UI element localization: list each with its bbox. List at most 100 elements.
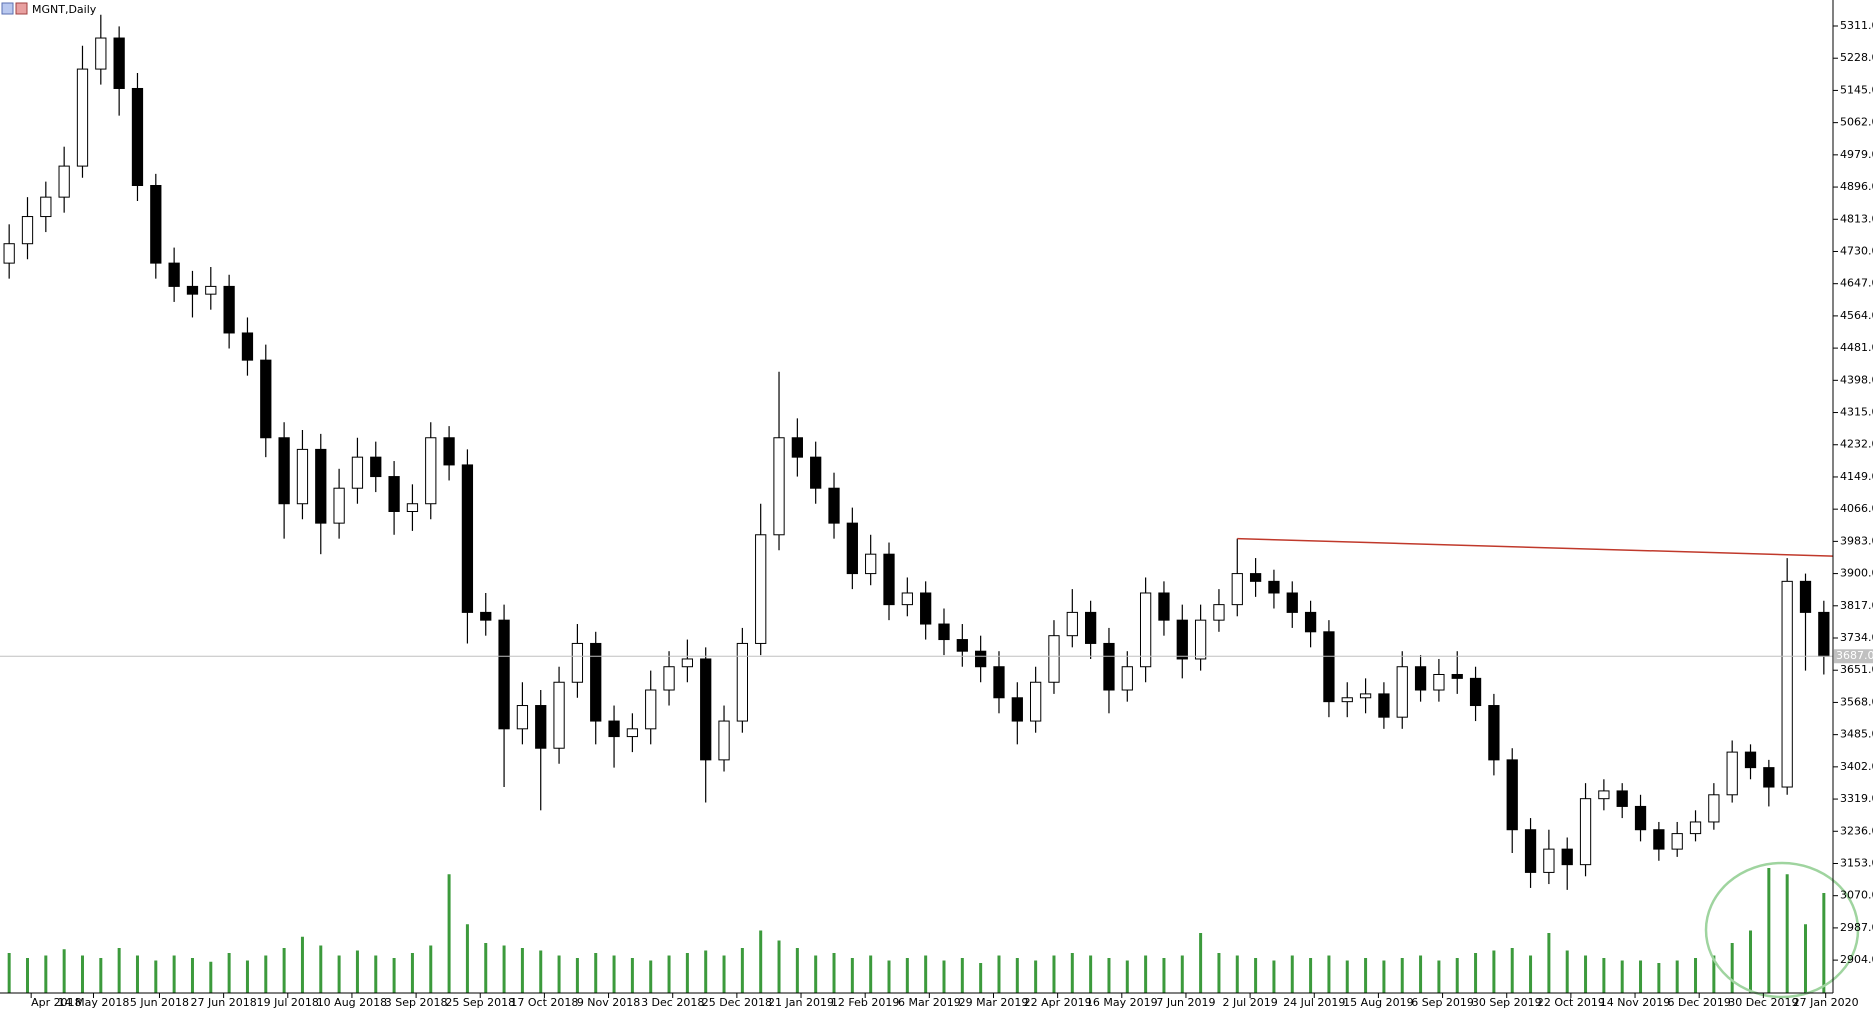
y-tick-label: 4149.0 bbox=[1840, 470, 1873, 483]
volume-bar bbox=[1565, 950, 1569, 993]
volume-bar bbox=[1235, 955, 1239, 993]
volume-bar bbox=[612, 955, 616, 993]
candle-body bbox=[1744, 751, 1757, 769]
candle-body bbox=[1030, 681, 1042, 722]
x-tick-label: 27 Jun 2018 bbox=[191, 996, 257, 1009]
y-tick-label: 3236.0 bbox=[1840, 824, 1873, 837]
volume-bar bbox=[924, 955, 928, 993]
volume-bar bbox=[960, 958, 964, 993]
candle-body bbox=[1634, 805, 1647, 831]
volume-bar bbox=[649, 960, 653, 993]
volume-bar bbox=[575, 958, 579, 993]
candle-body bbox=[1763, 767, 1775, 788]
y-tick-label: 4564.0 bbox=[1840, 309, 1873, 322]
candle-body bbox=[1653, 829, 1665, 850]
volume-bar bbox=[227, 953, 231, 993]
price-label: 3687.0 bbox=[1836, 649, 1873, 662]
y-tick-label: 5062.0 bbox=[1840, 116, 1873, 129]
volume-bar bbox=[704, 950, 708, 993]
candle-body bbox=[131, 87, 144, 187]
x-tick-label: 3 Dec 2018 bbox=[641, 996, 704, 1009]
x-tick-label: 14 Nov 2019 bbox=[1600, 996, 1670, 1009]
x-tick-label: 2 Jul 2019 bbox=[1222, 996, 1277, 1009]
volume-bar bbox=[1712, 955, 1716, 993]
volume-bar bbox=[979, 963, 983, 993]
candle-body bbox=[755, 534, 767, 644]
x-tick-label: Apr 2018 bbox=[31, 996, 82, 1009]
x-tick-label: 19 Jul 2018 bbox=[257, 996, 319, 1009]
volume-bar bbox=[1639, 960, 1643, 993]
candle-body bbox=[1359, 693, 1372, 699]
highlight-circle bbox=[1704, 861, 1860, 999]
candle-body bbox=[406, 503, 419, 512]
volume-bar bbox=[539, 950, 543, 993]
volume-bar bbox=[1694, 958, 1698, 993]
x-tick-label: 5 Jun 2018 bbox=[130, 996, 189, 1009]
x-tick-label: 3 Sep 2018 bbox=[385, 996, 448, 1009]
candle-body bbox=[1066, 611, 1078, 637]
candle-body bbox=[278, 437, 290, 505]
volume-bar bbox=[429, 945, 433, 993]
y-tick-label: 3734.0 bbox=[1840, 631, 1873, 644]
volume-bar bbox=[282, 948, 286, 993]
volume-bar bbox=[1492, 950, 1496, 993]
volume-bar bbox=[1107, 958, 1111, 993]
candle-body bbox=[296, 448, 309, 505]
candle-body bbox=[1396, 666, 1408, 718]
x-tick-label: 24 Jul 2019 bbox=[1283, 996, 1345, 1009]
candle-body bbox=[3, 243, 15, 264]
volume-bar bbox=[117, 948, 121, 993]
volume-bar bbox=[1455, 958, 1459, 993]
y-tick-label: 4813.0 bbox=[1840, 212, 1873, 225]
volume-bar bbox=[1364, 958, 1368, 993]
candle-body bbox=[1488, 705, 1500, 761]
candle-body bbox=[920, 592, 932, 625]
candle-body bbox=[846, 522, 858, 575]
candle-body bbox=[425, 437, 437, 505]
candle-body bbox=[1121, 666, 1133, 691]
y-tick-label: 3568.0 bbox=[1840, 695, 1873, 708]
volume-bar bbox=[1162, 958, 1166, 993]
volume-bar bbox=[300, 936, 304, 993]
candle-body bbox=[718, 720, 730, 761]
candle-body bbox=[975, 650, 987, 668]
y-tick-label: 3070.0 bbox=[1840, 889, 1873, 902]
x-tick-label: 15 Aug 2019 bbox=[1343, 996, 1413, 1009]
candle-body bbox=[168, 262, 180, 287]
volume-bar bbox=[99, 958, 103, 993]
candle-body bbox=[58, 165, 70, 198]
volume-bar bbox=[869, 955, 873, 993]
candle-body bbox=[113, 37, 125, 89]
volume-bar bbox=[630, 958, 634, 993]
volume-bar bbox=[832, 953, 836, 993]
icon bbox=[1, 2, 14, 15]
volume-bar bbox=[759, 930, 763, 993]
candle-body bbox=[1231, 573, 1243, 606]
candle-body bbox=[535, 705, 547, 749]
candle-body bbox=[608, 720, 620, 738]
volume-bar bbox=[942, 960, 946, 993]
candle-body bbox=[993, 666, 1005, 699]
candle-body bbox=[443, 437, 455, 466]
y-tick-label: 2904.0 bbox=[1840, 953, 1873, 966]
volume-bar bbox=[905, 958, 909, 993]
volume-bar bbox=[1382, 960, 1386, 993]
volume-bar bbox=[1400, 958, 1404, 993]
candle-body bbox=[1048, 635, 1060, 683]
y-tick-label: 5145.0 bbox=[1840, 83, 1873, 96]
candle-body bbox=[1341, 697, 1353, 703]
volume-bar bbox=[594, 953, 598, 993]
volume-bar bbox=[1254, 958, 1258, 993]
candle-body bbox=[461, 464, 474, 613]
candle-body bbox=[21, 216, 34, 245]
candle-body bbox=[1286, 592, 1298, 613]
volume-bar bbox=[355, 950, 359, 993]
candle-body bbox=[1579, 798, 1592, 866]
x-tick-label: 27 Jan 2020 bbox=[1793, 996, 1859, 1009]
candle-body bbox=[40, 196, 52, 218]
y-tick-label: 3651.0 bbox=[1840, 663, 1873, 676]
candle-body bbox=[1598, 790, 1610, 800]
x-tick-label: 6 Dec 2019 bbox=[1668, 996, 1731, 1009]
price-layer bbox=[0, 14, 1834, 890]
